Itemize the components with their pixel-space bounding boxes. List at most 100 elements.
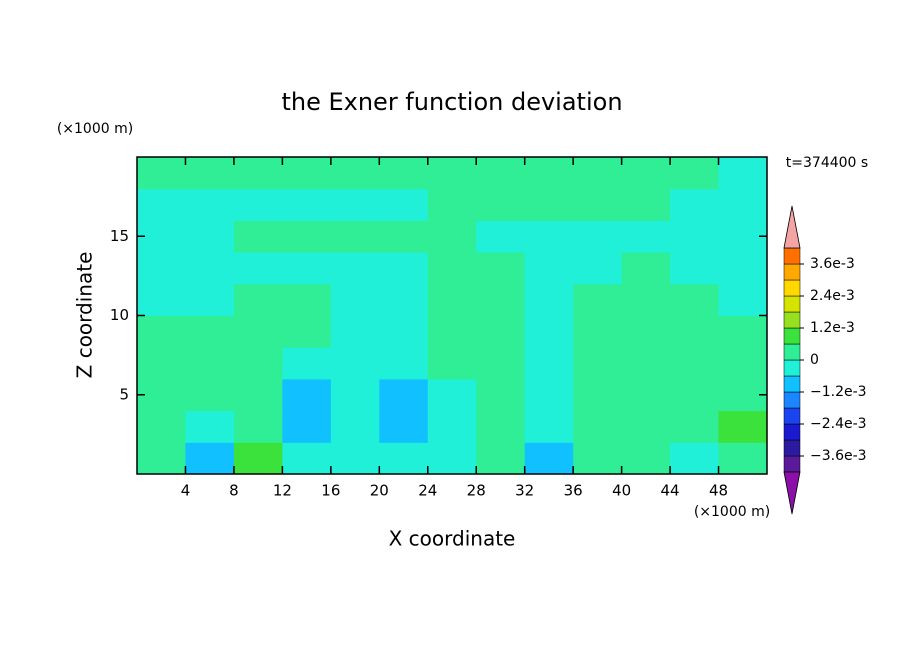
- contour-cell: [476, 410, 526, 443]
- contour-cell: [718, 188, 768, 221]
- contour-cell: [282, 378, 332, 412]
- x-tick-label: 24: [418, 482, 437, 500]
- colorbar-extend-top: [783, 205, 801, 249]
- contour-cell: [233, 347, 283, 380]
- contour-cell: [330, 410, 380, 443]
- contour-cell: [718, 442, 768, 475]
- contour-cell: [379, 157, 429, 190]
- contour-cell: [573, 347, 623, 380]
- x-tick-label: 28: [467, 482, 486, 500]
- contour-cell: [524, 157, 574, 190]
- contour-cell: [524, 347, 574, 380]
- contour-cell: [524, 410, 574, 443]
- contour-cell: [282, 220, 332, 253]
- x-tick-label: 20: [370, 482, 389, 500]
- contour-cell: [670, 220, 720, 253]
- contour-cell: [282, 442, 332, 475]
- time-label: t=374400 s: [786, 155, 868, 171]
- contour-cell: [233, 220, 283, 253]
- contour-cell: [476, 157, 526, 190]
- contour-cell: [718, 410, 768, 443]
- contour-cell: [330, 283, 380, 316]
- contour-cell: [137, 442, 186, 475]
- contour-cell: [718, 157, 768, 190]
- colorbar-swatch: [783, 311, 801, 329]
- chart-title: the Exner function deviation: [281, 88, 622, 116]
- contour-cell: [573, 378, 623, 412]
- contour-cell: [330, 252, 380, 285]
- x-unit: (×1000 m): [694, 504, 770, 520]
- x-tick-label: 40: [612, 482, 631, 500]
- contour-cell: [185, 442, 235, 475]
- contour-cell: [185, 252, 235, 285]
- contour-cell: [185, 315, 235, 348]
- y-tick-label: 10: [110, 306, 129, 324]
- contour-cell: [137, 188, 186, 221]
- contour-cell: [379, 410, 429, 443]
- contour-cell: [233, 283, 283, 316]
- y-tick-label: 15: [110, 227, 129, 245]
- contour-cell: [670, 410, 720, 443]
- x-tick-label: 8: [229, 482, 239, 500]
- x-tick-label: 36: [564, 482, 583, 500]
- contour-cell: [330, 442, 380, 475]
- contour-cell: [573, 283, 623, 316]
- contour-cell: [282, 347, 332, 380]
- contour-cell: [379, 220, 429, 253]
- x-tick-label: 48: [709, 482, 728, 500]
- contour-cell: [621, 378, 671, 412]
- x-tick-label: 44: [661, 482, 680, 500]
- colorbar-swatch: [783, 247, 801, 265]
- contour-cell: [621, 252, 671, 285]
- contour-cell: [282, 283, 332, 316]
- contour-cell: [137, 157, 186, 190]
- contour-cell: [476, 315, 526, 348]
- colorbar-tick-label: 2.4e-3: [810, 288, 855, 304]
- contour-cell: [137, 252, 186, 285]
- contour-cell: [621, 157, 671, 190]
- contour-cell: [379, 252, 429, 285]
- colorbar-tick-label: 3.6e-3: [810, 256, 855, 272]
- contour-cell: [330, 315, 380, 348]
- colorbar-swatch: [783, 439, 801, 457]
- contour-cell: [524, 378, 574, 412]
- y-tick-label: 5: [119, 385, 129, 403]
- contour-cell: [379, 442, 429, 475]
- contour-cell: [476, 188, 526, 221]
- contour-cell: [670, 378, 720, 412]
- contour-cell: [379, 347, 429, 380]
- contour-cell: [137, 347, 186, 380]
- colorbar-tick-label: −2.4e-3: [810, 416, 867, 432]
- colorbar-swatch: [783, 263, 801, 281]
- contour-cell: [330, 347, 380, 380]
- contour-cell: [427, 157, 477, 190]
- contour-cell: [573, 410, 623, 443]
- colorbar-tick-label: 1.2e-3: [810, 320, 855, 336]
- x-tick-label: 32: [515, 482, 534, 500]
- contour-cell: [330, 157, 380, 190]
- contour-cell: [476, 442, 526, 475]
- colorbar-swatch: [783, 407, 801, 425]
- contour-cell: [185, 378, 235, 412]
- contour-cell: [621, 410, 671, 443]
- y-unit: (×1000 m): [57, 121, 133, 137]
- contour-cell: [718, 315, 768, 348]
- colorbar-swatch: [783, 279, 801, 297]
- contour-cell: [137, 283, 186, 316]
- contour-cell: [330, 378, 380, 412]
- contour-cell: [670, 315, 720, 348]
- contour-cell: [524, 188, 574, 221]
- contour-cell: [524, 252, 574, 285]
- contour-cell: [670, 188, 720, 221]
- contour-cell: [233, 378, 283, 412]
- contour-cell: [233, 188, 283, 221]
- contour-cell: [524, 220, 574, 253]
- contour-cell: [718, 252, 768, 285]
- colorbar-swatch: [783, 343, 801, 361]
- x-tick-label: 12: [273, 482, 292, 500]
- contour-cell: [137, 410, 186, 443]
- contour-cell: [621, 283, 671, 316]
- contour-cell: [573, 315, 623, 348]
- contour-cell: [427, 188, 477, 221]
- colorbar-tick-label: 0: [810, 352, 819, 368]
